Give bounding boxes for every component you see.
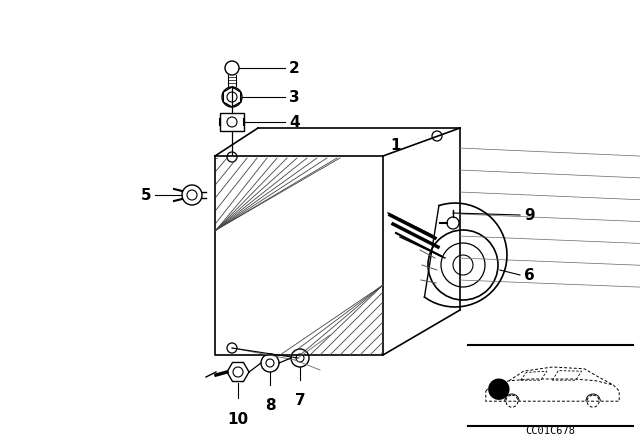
Bar (220, 113, 244, 131)
Text: 10: 10 (227, 412, 248, 427)
Text: 2: 2 (289, 60, 300, 76)
Text: 5: 5 (140, 188, 151, 202)
Text: 7: 7 (294, 393, 305, 408)
Text: 9: 9 (524, 207, 534, 223)
Text: 4: 4 (289, 115, 300, 129)
Circle shape (489, 379, 509, 399)
Text: 8: 8 (265, 398, 275, 413)
Text: CC01C678: CC01C678 (525, 426, 575, 436)
Text: 1: 1 (390, 138, 401, 152)
Text: 3: 3 (289, 90, 300, 104)
Text: 6: 6 (524, 267, 535, 283)
